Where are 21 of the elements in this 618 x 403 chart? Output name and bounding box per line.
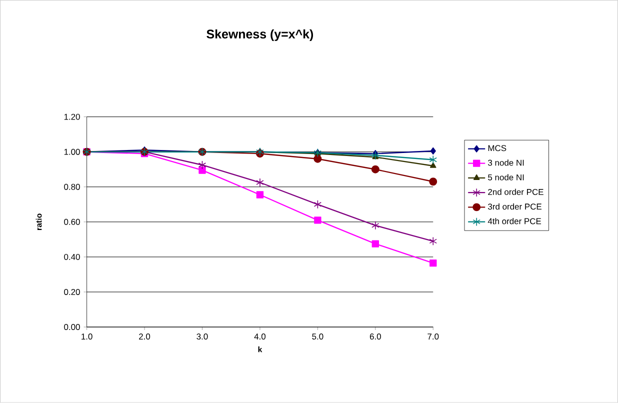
y-tick-label: 0.20	[64, 289, 80, 296]
x-tick-label: 2.0	[139, 334, 150, 340]
x-tick-label: 6.0	[370, 334, 381, 340]
y-tick-label: 1.00	[64, 148, 80, 155]
legend-label: 3 node NI	[488, 160, 524, 166]
y-tick-label: 1.20	[64, 114, 80, 120]
y-tick-label: 0.80	[64, 184, 80, 190]
legend-label: MCS	[488, 145, 506, 152]
legend-label: 2nd order PCE	[488, 188, 544, 196]
legend-label: 4th order PCE	[488, 218, 542, 224]
x-tick-label: 5.0	[312, 334, 324, 340]
y-tick-label: 0.00	[64, 324, 80, 330]
x-tick-label: 7.0	[428, 334, 439, 340]
y-tick-label: 0.60	[64, 219, 80, 226]
chart-title: Skewness (y=x^k)	[206, 29, 314, 42]
x-tick-label: 1.0	[82, 334, 92, 340]
legend-label: 3rd order PCE	[488, 203, 542, 210]
y-tick-label: 0.40	[64, 254, 80, 260]
legend-label: 5 node NI	[488, 174, 524, 180]
x-tick-label: 4.0	[254, 334, 266, 340]
x-tick-label: 3.0	[196, 334, 208, 340]
